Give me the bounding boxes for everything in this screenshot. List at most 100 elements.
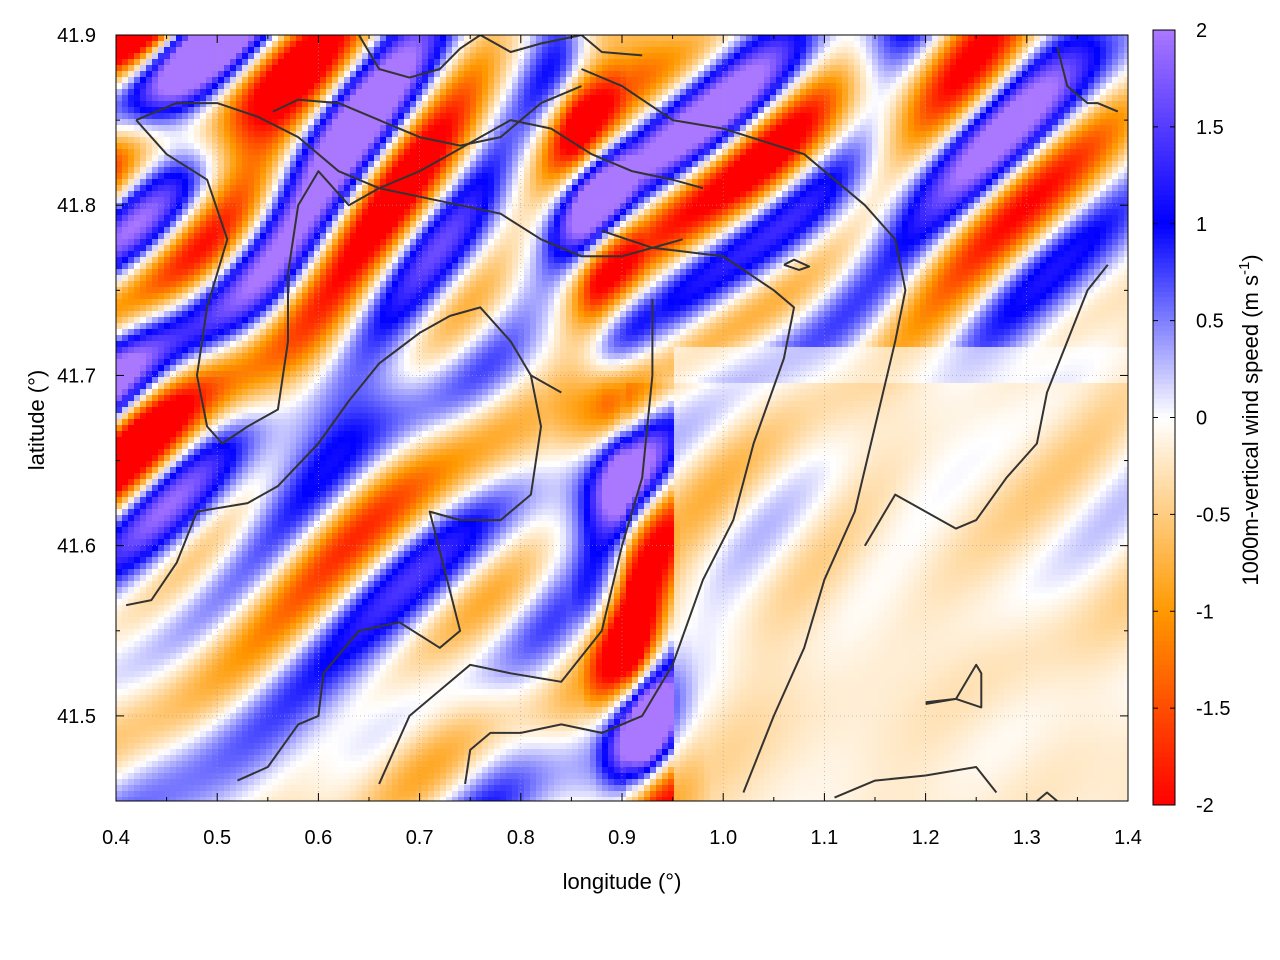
colorbar-segment [1153, 354, 1175, 360]
contour-line [378, 298, 654, 785]
colorbar-segment [1153, 712, 1175, 719]
contour-line [236, 375, 542, 782]
colorbar-segment [1153, 262, 1175, 268]
contour-line [464, 229, 795, 785]
colorbar-segment [1153, 620, 1175, 627]
colorbar-segment [1153, 194, 1175, 201]
colorbar-segment [1153, 669, 1175, 675]
colorbar-segment [1153, 504, 1175, 511]
colorbar-tick-label: -0.5 [1196, 504, 1230, 526]
colorbar-segment [1153, 383, 1175, 389]
colorbar-segment [1153, 679, 1175, 685]
colorbar-segment [1153, 359, 1175, 365]
colorbar-segment [1153, 272, 1175, 278]
heatmap [116, 35, 1128, 801]
colorbar-segment [1153, 402, 1175, 409]
colorbar-segment [1153, 630, 1175, 636]
x-axis: 0.4 0.5 0.6 0.7 0.8 0.9 1.0 1.1 1.2 1.3 1.4 [102, 35, 1142, 849]
colorbar-segment [1153, 247, 1175, 254]
colorbar-segment [1153, 708, 1175, 714]
contour-line [783, 258, 811, 271]
colorbar-segment [1153, 640, 1175, 646]
colorbar-segment [1153, 126, 1175, 133]
x-tick-label: 0.9 [608, 827, 636, 849]
colorbar-segment [1153, 674, 1175, 680]
colorbar-segment [1153, 475, 1175, 481]
colorbar-segment [1153, 199, 1175, 205]
x-tick-label: 1.0 [709, 827, 737, 849]
colorbar-segment [1153, 654, 1175, 661]
y-axis-label: latitude (°) [24, 370, 49, 471]
colorbar-segment [1153, 761, 1175, 767]
colorbar-segment [1153, 596, 1175, 603]
colorbar-segment [1153, 688, 1175, 695]
colorbar-segment [1153, 141, 1175, 147]
colorbar-segment [1153, 509, 1175, 515]
colorbar-segment [1153, 325, 1175, 331]
colorbar-segment [1153, 485, 1175, 491]
colorbar-segment [1153, 528, 1175, 535]
colorbar-segment [1153, 34, 1175, 41]
y-tick-label: 41.5 [57, 706, 96, 728]
colorbar-segment [1153, 170, 1175, 176]
colorbar-label: 1000m-vertical wind speed (m s-1) [1236, 254, 1263, 585]
colorbar-segment [1153, 330, 1175, 336]
colorbar-tick-label: -2 [1196, 795, 1214, 817]
contour-line [272, 85, 582, 147]
colorbar-segment [1153, 480, 1175, 486]
colorbar-segment [1153, 49, 1175, 55]
colorbar-segment [1153, 209, 1175, 215]
colorbar-segment [1153, 243, 1175, 249]
contour-line [135, 102, 683, 258]
colorbar-segment [1153, 780, 1175, 787]
colorbar-segment [1153, 790, 1175, 796]
colorbar-segment [1153, 616, 1175, 622]
colorbar-segment [1153, 548, 1175, 554]
colorbar-segment [1153, 465, 1175, 472]
colorbar-segment [1153, 204, 1175, 210]
colorbar-segment [1153, 102, 1175, 108]
contour-line [1036, 791, 1058, 801]
colorbar-segment [1153, 495, 1175, 501]
colorbar-segment [1153, 267, 1175, 273]
colorbar-segment [1153, 601, 1175, 607]
colorbar-segment [1153, 44, 1175, 50]
colorbar-tick-label: -1.5 [1196, 698, 1230, 720]
colorbar-segment [1153, 451, 1175, 457]
colorbar-segment [1153, 775, 1175, 782]
colorbar-segment [1153, 664, 1175, 670]
colorbar-segment [1153, 92, 1175, 99]
colorbar-segment [1153, 97, 1175, 104]
colorbar-segment [1153, 233, 1175, 239]
colorbar-segment [1153, 151, 1175, 157]
colorbar-segment [1153, 553, 1175, 559]
colorbar-segment [1153, 378, 1175, 385]
contour-line [1056, 46, 1119, 113]
colorbar-segment [1153, 252, 1175, 259]
colorbar-segment [1153, 306, 1175, 312]
contour-line [479, 35, 643, 57]
colorbar-segment [1153, 122, 1175, 128]
x-tick-label: 1.4 [1114, 827, 1142, 849]
colorbar-tick-label: 2 [1196, 20, 1207, 42]
colorbar-segment [1153, 422, 1175, 428]
colorbar-segment [1153, 470, 1175, 477]
colorbar-segment [1153, 693, 1175, 699]
colorbar-segment [1153, 88, 1175, 94]
colorbar-segment [1153, 635, 1175, 641]
contour-lines [125, 35, 1119, 801]
colorbar-segment [1153, 373, 1175, 380]
colorbar-segment [1153, 364, 1175, 370]
colorbar-segment [1153, 54, 1175, 60]
colorbar-tick-label: 0 [1196, 408, 1207, 430]
colorbar-segment [1153, 606, 1175, 612]
colorbar-segment [1153, 175, 1175, 181]
colorbar-segment [1153, 301, 1175, 307]
contour-line [864, 264, 1109, 547]
y-tick-label: 41.7 [57, 365, 96, 387]
colorbar-segment [1153, 146, 1175, 152]
colorbar-segment [1153, 344, 1175, 351]
colorbar [1153, 30, 1175, 806]
colorbar-segment [1153, 393, 1175, 399]
colorbar-segment [1153, 39, 1175, 46]
